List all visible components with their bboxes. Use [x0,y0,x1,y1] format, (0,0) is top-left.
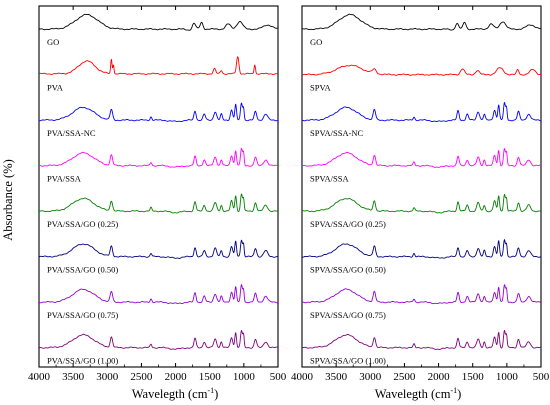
series-line [38,102,279,123]
series-label: PVA/SSA/GO (0.50) [47,265,118,275]
x-tick-label: 2500 [130,371,153,383]
series-label: PVA/SSA-NC [47,128,96,138]
series-label: SPVA/SSA/GO (1.00) [310,356,386,366]
series-spva-ssa: SPVA/SSA [301,148,542,184]
series-label: PVA/SSA [47,174,82,184]
series-label: SPVA/SSA/GO (0.25) [310,219,386,229]
series-label: SPVA/SSA-NC [310,128,364,138]
series-line [301,102,542,122]
y-axis-label: Absorbance (%) [1,159,15,241]
series-line [38,13,279,31]
series-spva-ssa-go-0-25: SPVA/SSA/GO (0.25) [301,193,542,229]
series-label: SPVA/SSA [310,174,349,184]
left-x-axis-unit-sup: -1 [207,386,214,395]
x-tick-label: 500 [270,371,287,383]
x-tick-label: 1500 [462,371,485,383]
series-line [38,193,279,214]
y-axis-title: Absorbance (%) [1,159,15,241]
series-line [301,64,542,76]
series-label: PVA/SSA/GO (1.00) [47,356,118,366]
series-line [301,239,542,259]
right-x-axis-title: Wavelegth (cm-1) [375,386,462,401]
x-tick-label: 1000 [496,371,519,383]
right-x-axis-label: Wavelegth (cm [375,387,451,401]
series-line [38,239,279,259]
series-label: PVA/SSA/GO (0.25) [47,219,118,229]
series-line [38,284,279,304]
x-tick-label: 2000 [165,371,188,383]
series-label: PVA/SSA/GO (0.75) [47,310,118,320]
series-pva: PVA [38,56,279,93]
series-label: SPVA [310,83,331,93]
series-pva-ssa-go-0-50: PVA/SSA/GO (0.50) [38,239,279,275]
x-tick-label: 3000 [359,371,382,383]
left-x-axis-label: Wavelegth (cm [132,387,208,401]
series-spva-ssa-go-0-50: SPVA/SSA/GO (0.50) [301,239,542,275]
right-x-axis-unit-sup: -1 [450,386,457,395]
series-line [301,13,542,31]
series-label: SPVA/SSA/GO (0.50) [310,265,386,275]
series-go: GO [301,13,542,47]
series-line [301,329,542,350]
x-ticks: 4000 3500 3000 2500 2000 1500 1000 500 [291,6,550,383]
left-x-axis-title: Wavelegth (cm-1) [132,386,219,401]
series-pva-ssa-go-1-00: PVA/SSA/GO (1.00) [38,329,279,366]
x-tick-label: 1000 [233,371,256,383]
x-tick-label: 4000 [291,371,314,383]
x-tick-label: 1500 [199,371,222,383]
series-spva-ssa-nc: SPVA/SSA-NC [301,102,542,138]
x-tick-label: 3500 [62,371,85,383]
x-tick-label: 3000 [96,371,119,383]
series-spva-ssa-go-0-75: SPVA/SSA/GO (0.75) [301,284,542,320]
series-label: GO [47,37,59,47]
series-label: SPVA/SSA/GO (0.75) [310,310,386,320]
svg-text:Wavelegth (cm-1): Wavelegth (cm-1) [375,386,462,401]
series-spva-ssa-go-1-00: SPVA/SSA/GO (1.00) [301,329,542,366]
series-pva-ssa-nc: PVA/SSA-NC [38,102,279,138]
x-tick-label: 3500 [325,371,348,383]
series-line [301,148,542,168]
x-tick-label: 2500 [393,371,416,383]
series-go: GO [38,13,279,47]
series-pva-ssa-go-0-25: PVA/SSA/GO (0.25) [38,193,279,229]
series-label: GO [310,37,322,47]
series-pva-ssa-go-0-75: PVA/SSA/GO (0.75) [38,284,279,320]
series-label: PVA [47,83,64,93]
series-spva: SPVA [301,64,542,93]
series-line [301,193,542,214]
series-line [38,329,279,350]
x-tick-label: 4000 [28,371,51,383]
series-line [38,147,279,168]
x-tick-label: 2000 [428,371,451,383]
x-ticks: 4000 3500 3000 2500 2000 1500 1000 500 [28,6,287,383]
series-line [38,56,279,75]
series-pva-ssa: PVA/SSA [38,147,279,184]
svg-text:Wavelegth (cm-1): Wavelegth (cm-1) [132,386,219,401]
right-spectra-panel: 4000 3500 3000 2500 2000 1500 1000 500 GO SPVA SPV… [291,5,550,383]
x-tick-label: 500 [533,371,550,383]
series-line [301,284,542,305]
left-spectra-panel: 4000 3500 3000 2500 2000 1500 1000 500 GO PVA PVA/… [28,5,287,383]
